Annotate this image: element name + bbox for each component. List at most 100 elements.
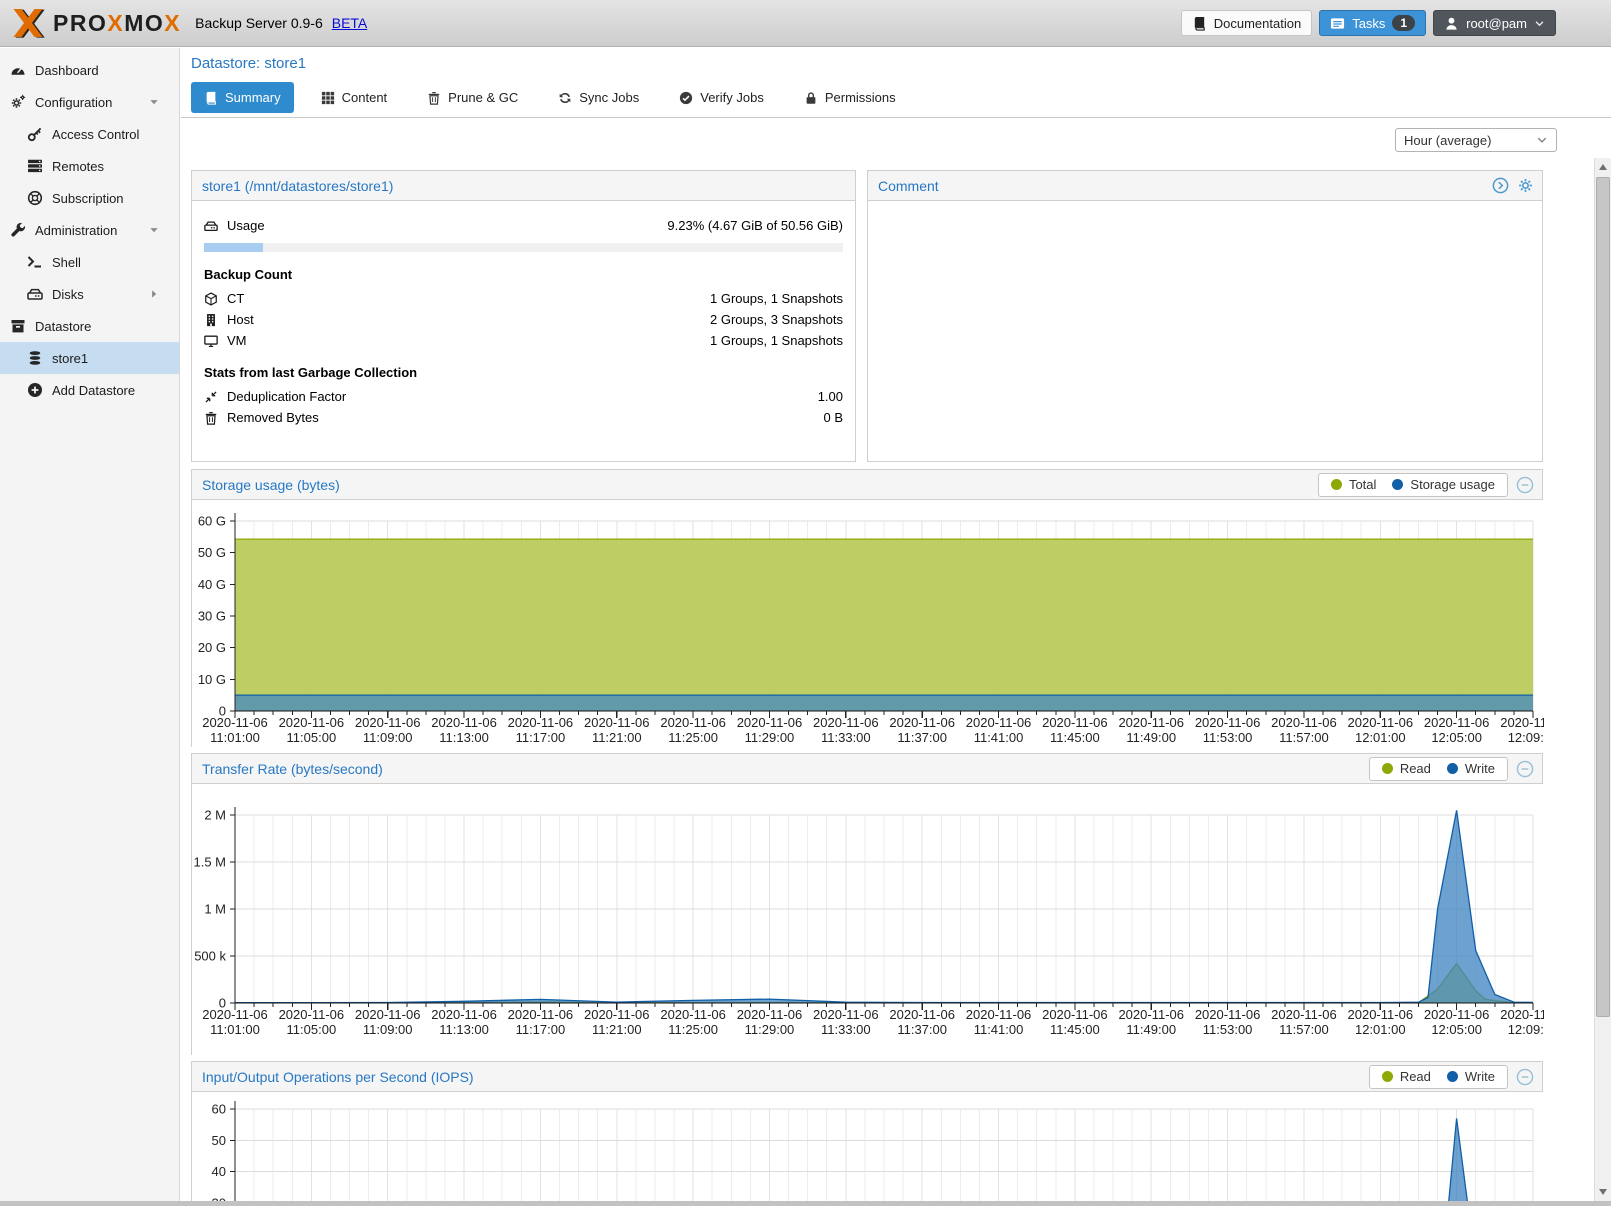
sidebar-item-disks[interactable]: Disks xyxy=(0,278,179,310)
svg-text:11:17:00: 11:17:00 xyxy=(516,730,566,745)
circle-minus-icon[interactable] xyxy=(1516,1068,1534,1086)
svg-text:12:01:00: 12:01:00 xyxy=(1355,730,1406,745)
tab-label: Permissions xyxy=(824,90,896,105)
row-value: 2 Groups, 3 Snapshots xyxy=(710,312,843,327)
sidebar-item-configuration[interactable]: Configuration xyxy=(0,86,179,118)
sidebar-item-datastore[interactable]: Datastore xyxy=(0,310,179,342)
svg-text:11:21:00: 11:21:00 xyxy=(592,1022,642,1037)
svg-text:2020-11-06: 2020-11-06 xyxy=(508,1007,574,1022)
svg-text:40 G: 40 G xyxy=(198,577,226,592)
arrow-up-icon xyxy=(1599,164,1607,170)
tab-label: Summary xyxy=(225,90,281,105)
sidebar-item-add-datastore[interactable]: Add Datastore xyxy=(0,374,179,406)
sidebar-item-label: store1 xyxy=(52,350,89,366)
circle-minus-icon[interactable] xyxy=(1516,476,1534,494)
legend-dot xyxy=(1446,1071,1458,1082)
svg-text:2020-11-06: 2020-11-06 xyxy=(737,715,803,730)
circle-chevron-right-icon[interactable] xyxy=(1492,177,1509,194)
legend-dot xyxy=(1381,763,1393,774)
circle-minus-icon[interactable] xyxy=(1516,760,1534,778)
tab-verify-jobs[interactable]: Verify Jobs xyxy=(666,82,777,113)
svg-text:2020-11-06: 2020-11-06 xyxy=(1424,715,1490,730)
svg-text:2020-11-06: 2020-11-06 xyxy=(279,1007,345,1022)
tab-label: Verify Jobs xyxy=(700,90,764,105)
scroll-up-button[interactable] xyxy=(1595,159,1611,175)
beta-link[interactable]: BETA xyxy=(331,15,368,31)
tab-permissions[interactable]: Permissions xyxy=(791,82,909,113)
sidebar-item-dashboard[interactable]: Dashboard xyxy=(0,54,179,86)
sidebar-item-label: Subscription xyxy=(52,190,124,206)
timeframe-value: Hour (average) xyxy=(1404,132,1492,148)
scrollbar-thumb[interactable] xyxy=(1596,177,1610,1017)
sidebar-item-subscription[interactable]: Subscription xyxy=(0,182,179,214)
topbar: PROXMOX Backup Server 0.9-6 BETA Documen… xyxy=(0,0,1611,47)
svg-text:50 G: 50 G xyxy=(198,545,226,560)
tab-prune-gc[interactable]: Prune & GC xyxy=(414,82,531,113)
svg-text:2020-11-06: 2020-11-06 xyxy=(660,715,726,730)
svg-text:12:05:00: 12:05:00 xyxy=(1431,730,1482,745)
caret-right-icon[interactable] xyxy=(148,288,160,300)
svg-text:12:05:00: 12:05:00 xyxy=(1431,1022,1482,1037)
sidebar-item-access-control[interactable]: Access Control xyxy=(0,118,179,150)
desktop-icon xyxy=(204,334,218,348)
tab-summary[interactable]: Summary xyxy=(191,82,294,113)
panel-title: Comment xyxy=(878,177,939,194)
svg-text:11:41:00: 11:41:00 xyxy=(974,1022,1024,1037)
legend-label: Read xyxy=(1399,1069,1431,1084)
panel-title: store1 (/mnt/datastores/store1) xyxy=(202,177,394,194)
legend-item-write[interactable]: Write xyxy=(1446,761,1495,776)
gear-icon[interactable] xyxy=(1517,177,1534,194)
sync-icon xyxy=(558,91,572,105)
documentation-button[interactable]: Documentation xyxy=(1180,10,1313,36)
svg-text:12:01:00: 12:01:00 xyxy=(1355,1022,1406,1037)
sidebar-item-label: Configuration xyxy=(35,94,113,110)
tasks-button[interactable]: Tasks 1 xyxy=(1319,10,1427,36)
svg-text:2020-11-06: 2020-11-06 xyxy=(1424,1007,1490,1022)
tab-content[interactable]: Content xyxy=(308,82,401,113)
svg-text:11:49:00: 11:49:00 xyxy=(1126,1022,1176,1037)
tab-sync-jobs[interactable]: Sync Jobs xyxy=(545,82,652,113)
legend-item-storage-usage[interactable]: Storage usage xyxy=(1392,477,1495,492)
wrench-icon xyxy=(10,222,26,238)
svg-text:11:57:00: 11:57:00 xyxy=(1279,730,1329,745)
legend-item-read[interactable]: Read xyxy=(1381,1069,1431,1084)
caret-down-icon[interactable] xyxy=(148,224,160,236)
legend-item-read[interactable]: Read xyxy=(1381,761,1431,776)
lifering-icon xyxy=(27,190,43,206)
svg-text:40: 40 xyxy=(212,1164,226,1179)
chart-title: Input/Output Operations per Second (IOPS… xyxy=(202,1068,474,1085)
chevron-down-icon xyxy=(1534,18,1545,29)
sidebar-item-label: Remotes xyxy=(52,158,105,174)
timeframe-select[interactable]: Hour (average) xyxy=(1395,128,1557,152)
svg-text:11:37:00: 11:37:00 xyxy=(897,730,947,745)
storage-usage-panel: Storage usage (bytes) Total Storage usage… xyxy=(191,469,1544,747)
svg-text:2020-11-06: 2020-11-06 xyxy=(202,1007,268,1022)
page-title: Datastore: store1 xyxy=(191,55,307,72)
svg-text:1.5 M: 1.5 M xyxy=(193,855,226,870)
iops-panel: Input/Output Operations per Second (IOPS… xyxy=(191,1061,1544,1206)
svg-text:2020-11-06: 2020-11-06 xyxy=(1042,715,1108,730)
tasks-count-badge: 1 xyxy=(1392,15,1416,31)
svg-text:2020-11-06: 2020-11-06 xyxy=(813,715,879,730)
window-bottom-edge xyxy=(0,1201,1611,1206)
usage-value: 9.23% (4.67 GiB of 50.56 GiB) xyxy=(667,218,843,233)
sidebar-item-administration[interactable]: Administration xyxy=(0,214,179,246)
svg-text:11:17:00: 11:17:00 xyxy=(516,1022,566,1037)
caret-down-icon[interactable] xyxy=(148,96,160,108)
sidebar-item-shell[interactable]: Shell xyxy=(0,246,179,278)
legend-item-total[interactable]: Total xyxy=(1330,477,1376,492)
svg-text:30: 30 xyxy=(212,1196,226,1206)
svg-text:11:45:00: 11:45:00 xyxy=(1050,730,1100,745)
vertical-scrollbar[interactable] xyxy=(1594,158,1611,1201)
trash-icon xyxy=(427,91,441,105)
user-menu-button[interactable]: root@pam xyxy=(1433,10,1556,36)
legend-item-write[interactable]: Write xyxy=(1446,1069,1495,1084)
svg-text:2020-11-06: 2020-11-06 xyxy=(966,1007,1032,1022)
cube-icon xyxy=(204,291,218,306)
svg-text:11:21:00: 11:21:00 xyxy=(592,730,642,745)
scroll-down-button[interactable] xyxy=(1595,1184,1611,1200)
sidebar-item-store1[interactable]: store1 xyxy=(0,342,179,374)
arrow-down-icon xyxy=(1599,1189,1607,1195)
sidebar-item-remotes[interactable]: Remotes xyxy=(0,150,179,182)
row-value: 1 Groups, 1 Snapshots xyxy=(710,291,843,306)
